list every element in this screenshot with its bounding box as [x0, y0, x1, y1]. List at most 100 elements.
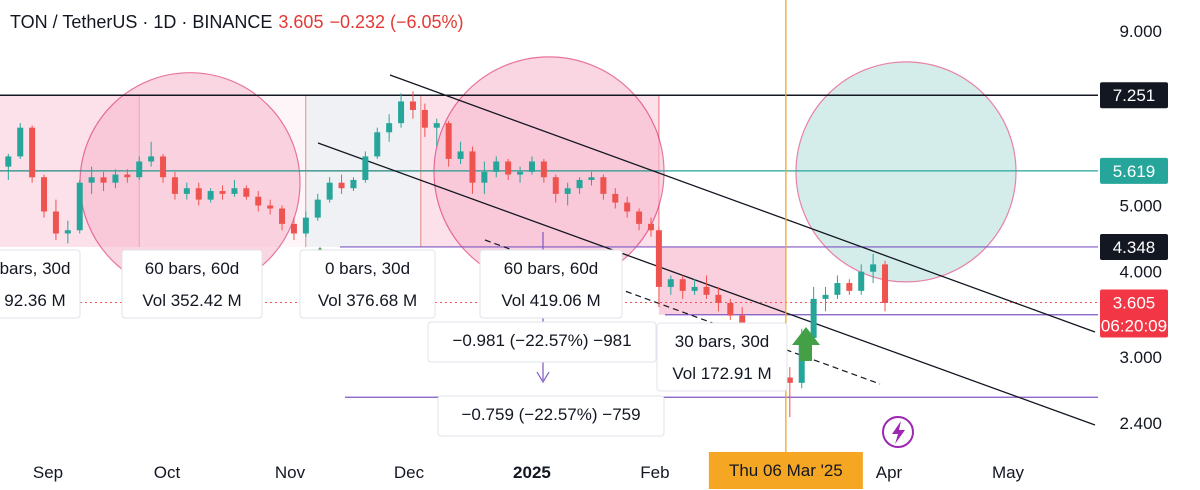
- candle-body: [810, 298, 817, 338]
- candle-body: [338, 182, 345, 189]
- measure-box-1-text: −0.981 (−22.57%) −981: [452, 331, 631, 350]
- candle-body: [243, 188, 250, 197]
- candle-body: [350, 179, 357, 189]
- price-tick-label: 9.000: [1119, 22, 1162, 41]
- candle-body: [576, 179, 583, 189]
- stats-box-4-text: Vol 419.06 M: [501, 291, 600, 310]
- price-badge-label: 4.348: [1113, 238, 1156, 257]
- candle-body: [5, 156, 12, 167]
- candle-body: [279, 208, 286, 224]
- range-zone: [658, 246, 786, 315]
- candle-body: [171, 177, 178, 194]
- candle-body: [612, 193, 619, 203]
- candle-body: [17, 127, 24, 157]
- channel-upper-line: [389, 74, 1096, 333]
- price-axis[interactable]: 9.000 5.000 4.000 3.000 2.400: [1119, 22, 1162, 433]
- price-tick-label: 4.000: [1119, 263, 1162, 282]
- stats-box-4: [479, 249, 623, 319]
- price-tick-label: 2.400: [1119, 414, 1162, 433]
- stats-box-5-text: Vol 172.91 M: [672, 364, 771, 383]
- candle-body: [846, 283, 853, 291]
- candle-body: [255, 196, 262, 206]
- candle-body: [386, 123, 393, 133]
- candle-body: [679, 279, 686, 291]
- stats-box-4-text: 60 bars, 60d: [504, 259, 599, 278]
- candle-body: [739, 315, 746, 329]
- candle-body: [564, 188, 571, 194]
- price-badge-label: 7.251: [1113, 86, 1156, 105]
- candle-body: [858, 271, 865, 291]
- candle-body: [540, 161, 547, 178]
- candle-body: [398, 101, 405, 124]
- measure-box-2-text: −0.759 (−22.57%) −759: [461, 405, 640, 424]
- candle-body: [834, 283, 841, 295]
- candle-body: [727, 302, 734, 316]
- stats-box-1-text: bars, 30d: [0, 259, 70, 278]
- candle-body: [124, 174, 131, 178]
- price-tick-label: 3.000: [1119, 348, 1162, 367]
- stats-box-3: [299, 249, 436, 319]
- candle-body: [517, 171, 524, 175]
- candle-body: [647, 223, 654, 231]
- candle-body: [231, 188, 238, 194]
- candle-body: [290, 223, 297, 234]
- price-tick-label: 5.000: [1119, 197, 1162, 216]
- candle-body: [362, 156, 369, 180]
- candle-body: [715, 294, 722, 303]
- candle-body: [136, 161, 143, 178]
- candle-body: [374, 132, 381, 157]
- candle-body: [326, 182, 333, 200]
- candle-body: [822, 294, 829, 299]
- stats-box-2: [121, 249, 263, 319]
- projection-circle: [795, 61, 1017, 283]
- candle-body: [552, 177, 559, 194]
- candle-body: [433, 123, 440, 128]
- stats-box-3-text: Vol 376.68 M: [318, 291, 417, 310]
- stats-box-3-text: 0 bars, 30d: [325, 259, 410, 278]
- symbol-title[interactable]: TON / TetherUS · 1D · BINANCE: [10, 12, 273, 32]
- candle-body: [148, 156, 155, 162]
- price-change: −0.232 (−6.05%): [329, 12, 464, 32]
- candle-body: [636, 211, 643, 224]
- price-badge-label: 3.605: [1113, 294, 1156, 313]
- time-tick-label: Apr: [876, 463, 903, 482]
- up-arrow-icon: [792, 327, 820, 361]
- price-badge: [1100, 289, 1168, 338]
- crosshair-date-label: Thu 06 Mar '25: [729, 461, 843, 480]
- last-price: 3.605: [278, 12, 324, 32]
- price-badge: [1100, 233, 1168, 260]
- price-badge-label: 5.619: [1113, 162, 1156, 181]
- measure-box-2: [437, 395, 665, 437]
- candle-body: [267, 205, 274, 209]
- stats-boxes-layer: bars, 30d 92.36 M 60 bars, 60d Vol 352.42 M…: [0, 249, 788, 437]
- candle-body: [703, 286, 710, 295]
- stats-box-5-text: 30 bars, 30d: [675, 332, 770, 351]
- candle-body: [160, 156, 167, 178]
- candle-body: [600, 177, 607, 194]
- price-badges-layer: 7.251 5.619 4.348 3.605 06:20:09: [1100, 82, 1168, 338]
- stats-box-2-text: 60 bars, 60d: [145, 259, 240, 278]
- candle-body: [457, 151, 464, 159]
- time-tick-label: 2025: [513, 463, 551, 482]
- stats-box-1: [0, 249, 81, 319]
- candle-body: [667, 279, 674, 287]
- candle-body: [29, 127, 36, 178]
- candle-body: [314, 199, 321, 218]
- countdown-label: 06:20:09: [1101, 317, 1167, 336]
- time-tick-label: Nov: [275, 463, 306, 482]
- candle-body: [112, 174, 119, 183]
- crosshair-layer: Thu 06 Mar '25: [708, 0, 863, 489]
- time-tick-label: Sep: [33, 463, 63, 482]
- candle-body: [195, 188, 202, 200]
- candle-body: [691, 286, 698, 291]
- candle-body: [302, 217, 309, 234]
- circle-layer: [79, 56, 1017, 294]
- stats-box-1-text: 92.36 M: [4, 291, 65, 310]
- candle-body: [493, 161, 500, 172]
- time-axis[interactable]: Sep Oct Nov Dec 2025 Feb Apr May: [33, 463, 1025, 482]
- stats-box-2-text: Vol 352.42 M: [142, 291, 241, 310]
- price-badge: [1100, 157, 1168, 184]
- candle-body: [207, 191, 214, 200]
- time-tick-label: May: [992, 463, 1025, 482]
